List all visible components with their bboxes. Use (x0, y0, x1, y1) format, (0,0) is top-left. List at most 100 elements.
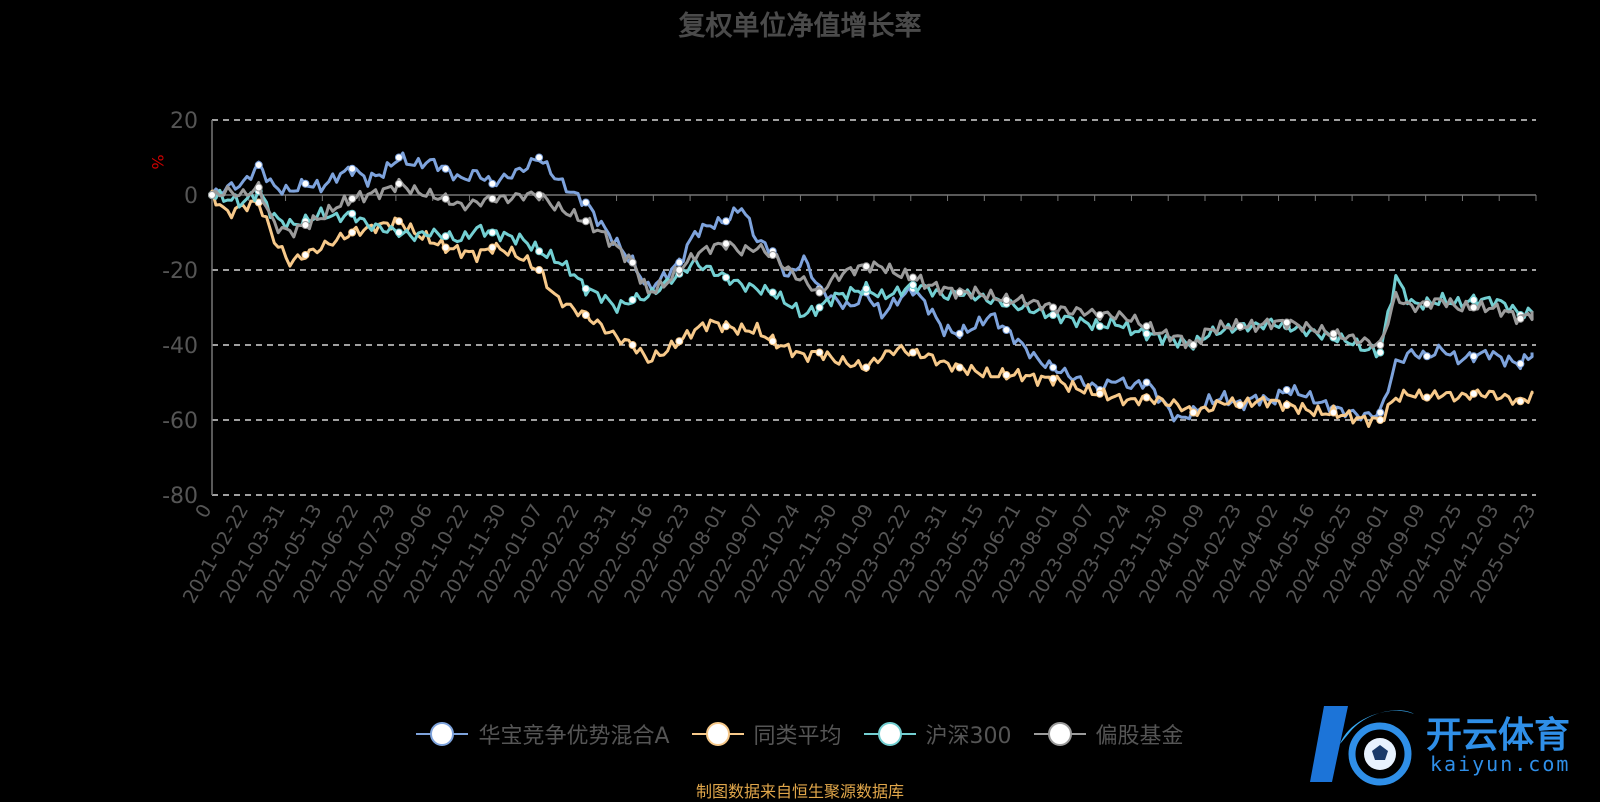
data-point (488, 194, 497, 203)
legend-item-hs300[interactable]: 沪深300 (863, 718, 1012, 750)
legend-item-equity-fund[interactable]: 偏股基金 (1033, 718, 1184, 750)
data-point (1422, 393, 1431, 402)
legend: 华宝竞争优势混合A 同类平均 沪深300 偏股基金 (0, 718, 1600, 750)
data-point (1095, 311, 1104, 319)
data-point (1469, 296, 1478, 304)
data-point (955, 288, 964, 297)
data-point (1376, 348, 1385, 357)
data-point (815, 348, 824, 357)
legend-item-peer-average[interactable]: 同类平均 (691, 718, 842, 750)
data-point (208, 191, 216, 199)
data-point (1189, 341, 1198, 349)
data-point (581, 217, 590, 226)
data-point (441, 232, 450, 241)
data-point (535, 153, 544, 162)
data-point (441, 194, 450, 203)
series-line (211, 177, 1534, 350)
data-point (1236, 322, 1245, 331)
legend-item-fund[interactable]: 华宝竞争优势混合A (416, 718, 670, 750)
data-point (1516, 397, 1525, 406)
data-point (955, 329, 964, 338)
data-point (1049, 363, 1058, 372)
data-point (768, 337, 777, 346)
data-point (301, 179, 310, 188)
data-point (628, 296, 637, 304)
source-note: 制图数据来自恒生聚源数据库 (695, 782, 904, 801)
data-point (581, 311, 590, 319)
data-point (348, 209, 357, 218)
data-point (348, 228, 357, 237)
x-tick-label: 0 (191, 501, 216, 522)
data-point (1422, 352, 1431, 361)
data-point (394, 217, 403, 226)
data-point (722, 217, 731, 226)
data-point (722, 273, 731, 282)
data-point (1282, 401, 1291, 409)
y-tick-labels: 20 0 -20 -40 -60 -80 (162, 109, 198, 509)
legend-label-equity-fund: 偏股基金 (1095, 724, 1184, 749)
data-point (908, 348, 917, 357)
data-point (1095, 389, 1104, 398)
soccer-ball-logo-icon (1310, 706, 1414, 786)
data-point (1282, 318, 1291, 327)
data-point (1376, 341, 1385, 349)
data-point (441, 164, 450, 173)
legend-marker-hs300-icon (863, 722, 916, 746)
data-point (488, 243, 497, 252)
data-point (768, 251, 777, 259)
data-point (1376, 416, 1385, 424)
data-point (488, 228, 497, 237)
data-point (535, 191, 544, 199)
data-point (955, 363, 964, 372)
y-tick-label: -20 (162, 259, 198, 284)
data-point (862, 284, 871, 293)
data-point (581, 284, 590, 293)
data-point (1329, 329, 1338, 338)
chart-title: 复权单位净值增长率 (678, 11, 922, 42)
legend-label-fund: 华宝竞争优势混合A (478, 724, 670, 749)
data-point (441, 243, 450, 252)
data-point (628, 341, 637, 349)
data-point (908, 281, 917, 289)
axes (211, 120, 1537, 495)
legend-marker-equity-icon (1033, 722, 1086, 746)
data-point (301, 251, 310, 259)
x-tick-labels: 02021-02-222021-03-312021-05-132021-06-2… (179, 500, 1540, 607)
data-point (301, 221, 310, 229)
data-point (675, 266, 684, 274)
data-point (1049, 303, 1058, 312)
series-lines (208, 151, 1534, 428)
data-point (1469, 303, 1478, 312)
data-point (1095, 322, 1104, 331)
data-point (1002, 296, 1011, 304)
logo-name: 开云体育 (1426, 715, 1571, 756)
data-point (581, 198, 590, 207)
data-point (1142, 378, 1151, 387)
y-tick-label: 0 (184, 184, 198, 209)
y-tick-label: -60 (162, 409, 198, 434)
y-tick-label: -80 (162, 484, 198, 509)
data-point (394, 153, 403, 162)
data-point (1376, 408, 1385, 417)
series-line (210, 151, 1534, 423)
data-point (535, 247, 544, 256)
data-point (768, 288, 777, 297)
data-point (1142, 329, 1151, 338)
data-point (1516, 314, 1525, 323)
data-point (722, 322, 731, 331)
series-line (210, 189, 1534, 428)
data-point (1049, 374, 1058, 383)
logo-domain: kaiyun.com (1430, 752, 1571, 776)
y-tick-label: -40 (162, 334, 198, 359)
data-point (1142, 393, 1151, 402)
data-point (1002, 371, 1011, 379)
data-point (1236, 401, 1245, 409)
legend-marker-fund-icon (416, 722, 469, 746)
legend-marker-peer-icon (691, 722, 744, 746)
data-point (722, 239, 731, 248)
kaiyun-logo: 开云体育 kaiyun.com (1310, 698, 1600, 790)
y-axis-label: % (148, 154, 167, 169)
data-point (1469, 352, 1478, 361)
data-point (862, 363, 871, 372)
